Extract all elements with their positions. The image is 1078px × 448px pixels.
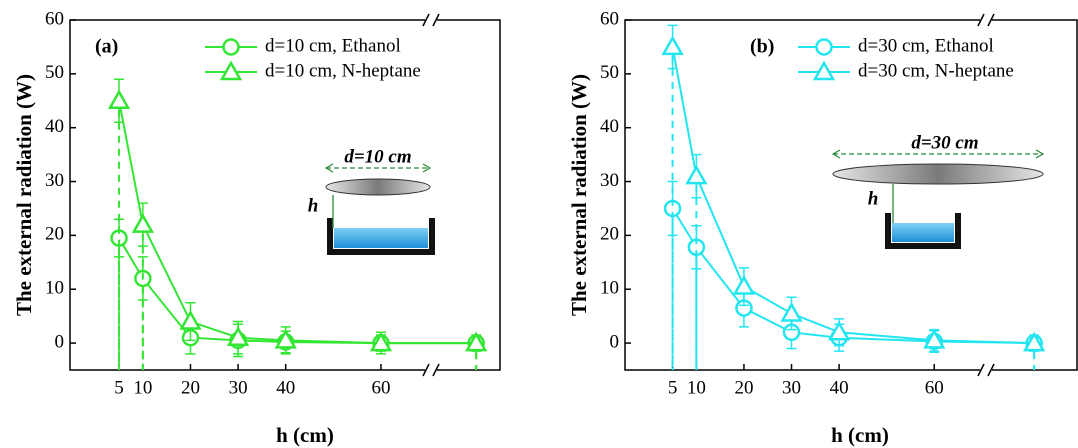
x-axis-label: h (cm): [276, 423, 334, 447]
y-axis-label: The external radiation (W): [567, 74, 591, 316]
lid: [832, 163, 1044, 185]
panel-title: (b): [750, 36, 774, 58]
y-tick-label: 0: [610, 331, 620, 352]
triangle-marker: [780, 301, 803, 322]
inset-label: d=30 cm: [911, 132, 978, 153]
legend-label: d=30 cm, N-heptane: [858, 60, 1014, 81]
y-tick-label: 40: [600, 116, 619, 137]
y-tick-label: 10: [45, 278, 64, 299]
circle-marker: [222, 38, 240, 56]
axis-break: [977, 13, 995, 27]
axis-break-gap: [425, 366, 437, 374]
axis-break-gap: [980, 366, 992, 374]
legend-label: d=10 cm, N-heptane: [265, 60, 421, 81]
y-tick-label: 60: [45, 8, 64, 29]
inset-h-label: h: [308, 195, 319, 216]
y-tick-label: 0: [55, 331, 65, 352]
x-axis-label: h (cm): [831, 423, 889, 447]
axis-break: [422, 13, 440, 27]
axis-break-gap: [425, 16, 437, 24]
x-tick-label: 20: [181, 377, 200, 398]
y-tick-label: 20: [45, 224, 64, 245]
y-axis-label: The external radiation (W): [12, 74, 36, 316]
x-tick-label: 10: [687, 377, 706, 398]
triangle-marker: [219, 60, 243, 81]
x-tick-label: 20: [734, 377, 753, 398]
x-tick-label: 10: [133, 377, 152, 398]
triangle-marker: [1023, 331, 1046, 352]
inset-h-label: h: [868, 188, 879, 209]
triangle-marker: [812, 60, 836, 81]
triangle-marker: [107, 89, 131, 110]
x-tick-label: 5: [114, 377, 124, 398]
water: [892, 223, 954, 242]
axis-break-gap: [980, 16, 992, 24]
x-tick-label: 40: [276, 377, 295, 398]
x-tick-label: 5: [668, 377, 678, 398]
triangle-marker: [827, 320, 851, 341]
triangle-marker: [923, 328, 946, 349]
panel-title: (a): [95, 36, 118, 58]
x-tick-label: 30: [782, 377, 801, 398]
y-tick-label: 40: [45, 116, 64, 137]
y-tick-label: 50: [45, 62, 64, 83]
triangle-marker: [179, 309, 202, 330]
water: [334, 228, 428, 248]
y-tick-label: 60: [600, 8, 619, 29]
series-line: [118, 100, 477, 345]
plot-frame: [624, 19, 1078, 371]
triangle-marker: [732, 274, 756, 295]
circle-marker: [815, 38, 833, 56]
lid: [325, 178, 431, 196]
series-line: [671, 46, 1035, 345]
triangle-marker: [131, 213, 154, 233]
axis-break: [422, 363, 440, 377]
legend-label: d=30 cm, Ethanol: [858, 35, 994, 56]
inset-label: d=10 cm: [344, 146, 411, 167]
y-tick-label: 50: [600, 62, 619, 83]
x-tick-label: 60: [371, 377, 390, 398]
y-tick-label: 30: [600, 170, 619, 191]
pan: [327, 218, 435, 255]
legend-label: d=10 cm, Ethanol: [265, 35, 401, 56]
x-tick-label: 60: [925, 377, 944, 398]
series-line: [671, 207, 1035, 345]
y-tick-label: 30: [45, 170, 64, 191]
dimension-arrows: [324, 163, 432, 173]
dimension-arrows: [831, 149, 1045, 159]
y-tick-label: 10: [600, 278, 619, 299]
triangle-marker: [685, 164, 708, 185]
triangle-marker: [369, 331, 393, 352]
axis-break: [977, 363, 995, 377]
triangle-marker: [465, 331, 488, 352]
y-tick-label: 20: [600, 224, 619, 245]
triangle-marker: [274, 328, 297, 349]
triangle-marker: [661, 35, 684, 56]
x-tick-label: 30: [229, 377, 248, 398]
pan: [885, 213, 961, 249]
triangle-marker: [226, 326, 250, 346]
x-tick-label: 40: [830, 377, 849, 398]
